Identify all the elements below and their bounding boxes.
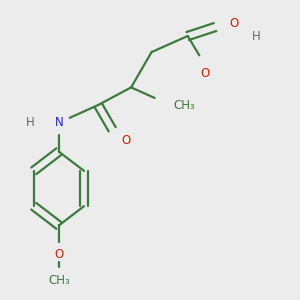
- Text: N: N: [55, 116, 63, 129]
- Text: O: O: [200, 68, 210, 80]
- Text: O: O: [54, 248, 64, 261]
- Text: O: O: [230, 17, 239, 30]
- Text: H: H: [26, 116, 34, 129]
- Text: H: H: [251, 29, 260, 43]
- Text: CH₃: CH₃: [48, 274, 70, 286]
- Text: O: O: [121, 134, 130, 147]
- Text: CH₃: CH₃: [173, 98, 195, 112]
